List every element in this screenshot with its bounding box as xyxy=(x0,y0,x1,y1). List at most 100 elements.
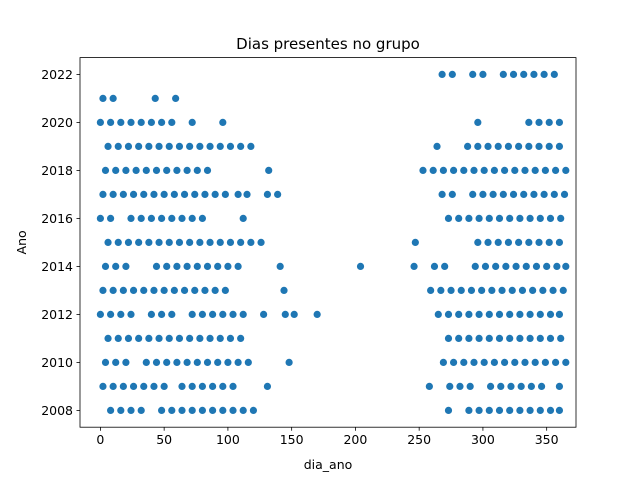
scatter-point xyxy=(112,358,120,366)
scatter-point xyxy=(137,214,145,222)
scatter-point xyxy=(525,238,533,246)
scatter-point xyxy=(281,310,289,318)
scatter-point xyxy=(135,238,143,246)
scatter-point xyxy=(244,358,252,366)
scatter-point xyxy=(243,190,251,198)
scatter-point xyxy=(529,286,537,294)
scatter-point xyxy=(520,70,528,78)
scatter-point xyxy=(434,310,442,318)
scatter-point xyxy=(224,262,232,270)
scatter-point xyxy=(155,238,163,246)
scatter-point xyxy=(99,286,107,294)
scatter-point xyxy=(492,262,500,270)
scatter-point xyxy=(99,382,107,390)
scatter-point xyxy=(229,406,237,414)
scatter-point xyxy=(438,190,446,198)
scatter-point xyxy=(526,406,534,414)
scatter-point xyxy=(198,406,207,414)
scatter-point xyxy=(550,190,558,198)
scatter-point xyxy=(219,406,227,414)
scatter-point xyxy=(249,406,258,414)
scatter-point xyxy=(109,190,117,198)
scatter-point xyxy=(545,142,553,150)
scatter-point xyxy=(274,190,282,198)
scatter-point xyxy=(219,118,227,126)
scatter-point xyxy=(550,70,558,78)
scatter-point xyxy=(114,334,122,342)
scatter-point xyxy=(290,310,298,318)
scatter-point xyxy=(540,190,548,198)
scatter-point xyxy=(470,358,478,366)
scatter-point xyxy=(152,262,161,270)
scatter-point xyxy=(170,190,178,198)
scatter-point xyxy=(96,310,105,318)
y-axis-title: Ano xyxy=(14,230,29,254)
x-tick-label: 250 xyxy=(407,432,431,447)
scatter-point xyxy=(536,310,544,318)
scatter-point xyxy=(448,190,456,198)
scatter-point xyxy=(446,382,454,390)
scatter-point xyxy=(180,286,189,294)
scatter-point xyxy=(203,358,212,366)
scatter-point xyxy=(499,190,507,198)
scatter-point xyxy=(540,70,548,78)
scatter-point xyxy=(209,310,217,318)
scatter-point xyxy=(480,166,488,174)
scatter-point xyxy=(265,166,273,174)
scatter-point xyxy=(448,70,456,78)
scatter-point xyxy=(114,238,122,246)
scatter-point xyxy=(193,262,201,270)
scatter-point xyxy=(165,238,173,246)
scatter-point xyxy=(101,166,110,174)
x-tick-label: 100 xyxy=(216,432,240,447)
scatter-point xyxy=(541,166,549,174)
scatter-point xyxy=(557,214,565,222)
scatter-point xyxy=(211,286,219,294)
scatter-point xyxy=(474,142,482,150)
scatter-point xyxy=(229,310,237,318)
scatter-point xyxy=(562,262,570,270)
scatter-point xyxy=(506,214,514,222)
y-tick-label: 2020 xyxy=(41,115,73,130)
scatter-point xyxy=(158,214,166,222)
scatter-point xyxy=(191,190,199,198)
scatter-point xyxy=(135,334,143,342)
scatter-point xyxy=(122,358,130,366)
scatter-point xyxy=(209,382,217,390)
scatter-point xyxy=(183,166,191,174)
scatter-point xyxy=(555,142,564,150)
scatter-point xyxy=(537,382,546,390)
scatter-point xyxy=(313,310,321,318)
scatter-point xyxy=(444,406,453,414)
y-tick-label: 2012 xyxy=(41,307,73,322)
scatter-point xyxy=(465,310,473,318)
scatter-point xyxy=(142,358,150,366)
scatter-point xyxy=(226,334,235,342)
scatter-point xyxy=(427,286,435,294)
scatter-point xyxy=(410,262,418,270)
scatter-point xyxy=(147,214,156,222)
scatter-point xyxy=(119,190,127,198)
scatter-point xyxy=(234,190,242,198)
scatter-point xyxy=(109,94,117,102)
scatter-point xyxy=(515,238,523,246)
scatter-point xyxy=(506,334,514,342)
scatter-point xyxy=(521,166,529,174)
scatter-point xyxy=(224,358,232,366)
scatter-point xyxy=(469,190,477,198)
scatter-point xyxy=(500,358,509,366)
scatter-point xyxy=(516,214,524,222)
scatter-point xyxy=(127,214,135,222)
scatter-point xyxy=(175,238,184,246)
scatter-point xyxy=(521,358,529,366)
scatter-point xyxy=(239,406,247,414)
scatter-point xyxy=(517,382,525,390)
scatter-point xyxy=(173,358,181,366)
scatter-point xyxy=(444,214,453,222)
scatter-point xyxy=(539,286,547,294)
scatter-point xyxy=(490,166,498,174)
scatter-point xyxy=(470,166,478,174)
scatter-point xyxy=(438,70,446,78)
x-tick-label: 50 xyxy=(156,432,172,447)
